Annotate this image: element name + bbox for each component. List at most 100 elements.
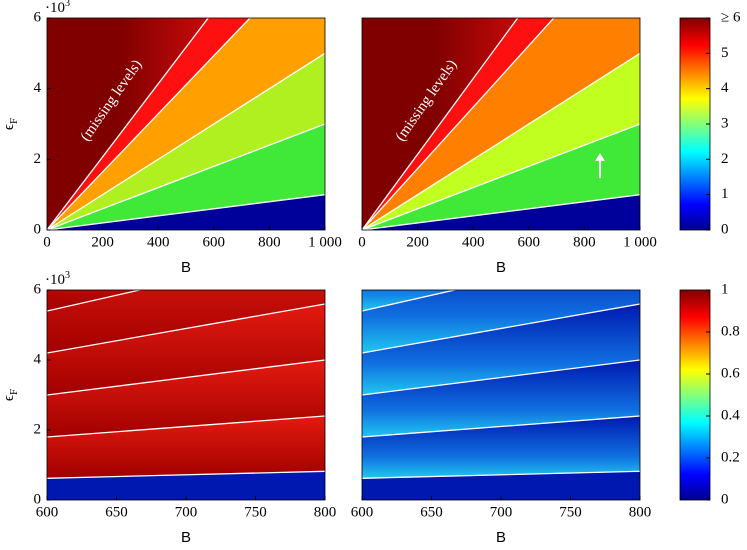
colorbar-tick-label: 0: [721, 221, 729, 237]
y-axis-label-sub: F: [8, 118, 20, 124]
x-tick-label: 0: [358, 234, 366, 250]
colorbar-tick-label: 1: [721, 186, 729, 202]
region: [362, 360, 640, 437]
colorbar-tick-label: ≥ 6: [721, 9, 741, 25]
y-tick-label: 0: [34, 221, 42, 237]
x-tick-label: 600: [351, 504, 374, 520]
colorbar-tick-label: 0.4: [721, 407, 740, 423]
level-line: [362, 123, 640, 230]
region: [47, 290, 325, 353]
y-tick-label: 4: [34, 80, 42, 96]
x-tick-label: 800: [629, 504, 652, 520]
y-tick-label: 2: [34, 421, 42, 437]
x-axis-label: B: [496, 529, 506, 546]
y-tick-label: 6: [34, 9, 42, 25]
y-tick-label: 6: [34, 281, 42, 297]
x-tick-label: 1 000: [308, 234, 342, 250]
region: [47, 415, 325, 479]
y-axis-label: ϵF: [1, 389, 19, 401]
x-tick-label: 600: [36, 504, 59, 520]
x-axis-label: B: [496, 259, 506, 276]
x-tick-label: 200: [406, 234, 429, 250]
x-tick-label: 400: [462, 234, 485, 250]
level-line: [47, 303, 325, 354]
plot-frame: [361, 17, 641, 231]
plot-area: [362, 18, 640, 230]
plot-area: [47, 18, 325, 230]
colorbar: [679, 17, 711, 231]
region: [362, 415, 640, 479]
level-line: [47, 470, 325, 479]
level-line: [362, 470, 640, 479]
level-line: [47, 359, 325, 396]
region: [362, 304, 640, 396]
y-tick-label: 0: [34, 491, 42, 507]
y-multiplier-base: ·10: [45, 0, 65, 16]
colorbar-tick-label: 0.8: [721, 323, 740, 339]
x-tick-label: 800: [258, 234, 281, 250]
colorbar-tick-label: 5: [721, 45, 729, 61]
x-tick-label: 1 000: [623, 234, 657, 250]
level-line: [362, 18, 555, 230]
level-line: [47, 415, 325, 438]
colorbar-tick-label: 0.6: [721, 365, 740, 381]
level-line: [47, 18, 251, 230]
colorbar-tick-label: 2: [721, 151, 729, 167]
y-multiplier: ·103: [45, 0, 70, 16]
y-axis-label-main: ϵ: [1, 395, 17, 401]
level-line: [362, 359, 640, 396]
y-axis-label: ϵF: [1, 118, 19, 130]
level-line: [47, 18, 209, 230]
level-line: [362, 415, 640, 438]
x-tick-label: 650: [105, 504, 128, 520]
arrow-head: [595, 153, 605, 161]
level-line: [362, 303, 640, 354]
level-line: [47, 290, 143, 312]
plot-area: [47, 290, 325, 500]
level-line: [362, 290, 458, 312]
x-tick-label: 600: [203, 234, 226, 250]
plot-frame: [46, 17, 326, 231]
colorbar-tick-label: 1: [721, 281, 729, 297]
x-tick-label: 700: [175, 504, 198, 520]
y-tick-label: 4: [34, 351, 42, 367]
x-axis-label: B: [181, 529, 191, 546]
plot-area: [362, 290, 640, 500]
level-line: [47, 123, 325, 230]
x-tick-label: 750: [559, 504, 582, 520]
y-multiplier-exp: 3: [65, 0, 70, 9]
region: [47, 471, 325, 500]
x-tick-label: 800: [573, 234, 596, 250]
level-line: [362, 194, 640, 230]
level-line: [362, 52, 640, 230]
colorbar-tick-label: 3: [721, 115, 729, 131]
x-tick-label: 200: [91, 234, 114, 250]
region: [47, 304, 325, 396]
x-axis-label: B: [181, 259, 191, 276]
x-tick-label: 750: [244, 504, 267, 520]
colorbar-tick-label: 0: [721, 491, 729, 507]
x-tick-label: 650: [420, 504, 443, 520]
x-tick-label: 700: [490, 504, 513, 520]
colorbar: [679, 289, 711, 501]
level-line: [362, 18, 519, 230]
x-tick-label: 400: [147, 234, 170, 250]
level-line: [47, 194, 325, 230]
y-multiplier-exp: 3: [65, 270, 70, 281]
colorbar-tick-label: 4: [721, 80, 729, 96]
region: [47, 360, 325, 437]
colorbar-tick-label: 0.2: [721, 449, 740, 465]
x-tick-label: 800: [314, 504, 337, 520]
level-line: [47, 52, 325, 230]
y-axis-label-sub: F: [8, 389, 20, 395]
y-multiplier: ·103: [45, 270, 70, 288]
y-tick-label: 2: [34, 151, 42, 167]
x-tick-label: 600: [518, 234, 541, 250]
x-tick-label: 0: [43, 234, 51, 250]
region: [362, 290, 640, 353]
region: [362, 471, 640, 500]
y-axis-label-main: ϵ: [1, 124, 17, 130]
y-multiplier-base: ·10: [45, 272, 65, 288]
